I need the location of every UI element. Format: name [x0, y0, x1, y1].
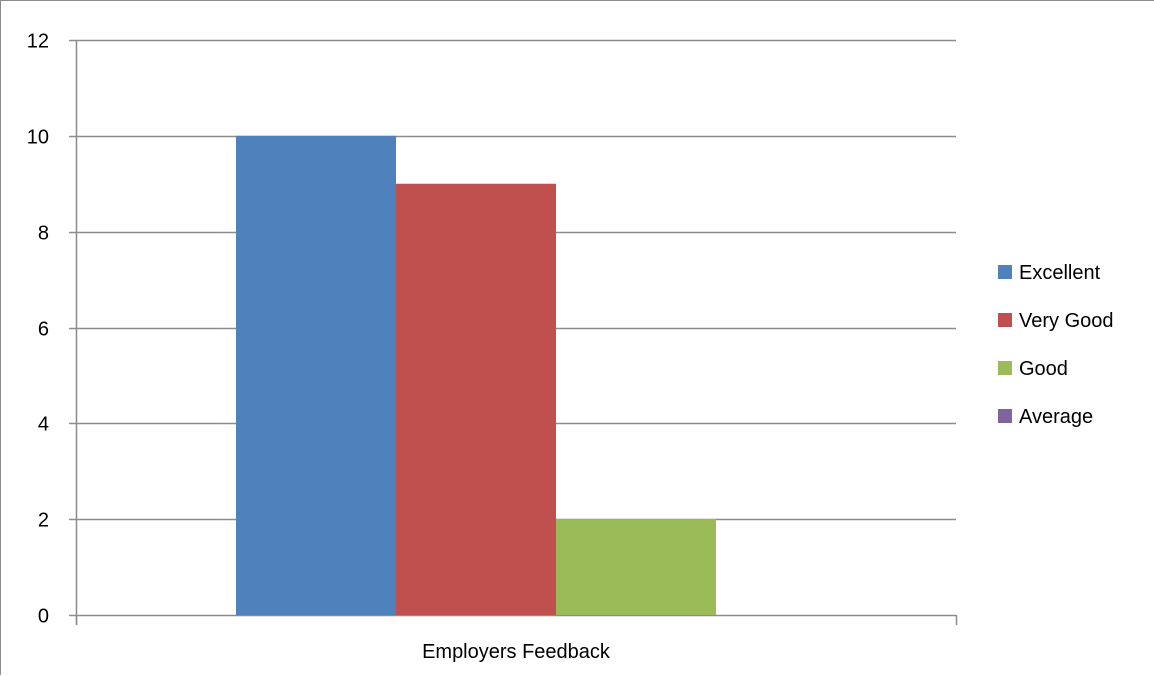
bar-excellent: [236, 135, 396, 616]
y-tick-label: 2: [38, 510, 49, 532]
axes: [69, 39, 958, 625]
bar-good: [556, 519, 716, 615]
legend: Excellent Very Good Good Average: [998, 262, 1114, 428]
legend-item-good: Good: [998, 358, 1068, 380]
y-tick-label: 8: [38, 223, 49, 245]
legend-label: Average: [1019, 406, 1093, 428]
x-axis-tick-labels: Employers Feedback: [422, 641, 611, 663]
bars: [236, 135, 716, 616]
legend-swatch: [998, 265, 1012, 279]
bar-very-good: [396, 183, 556, 615]
y-tick-label: 0: [38, 606, 49, 628]
legend-item-average: Average: [998, 406, 1093, 428]
y-axis-tick-labels: 0 2 4 6 8 10 12: [27, 31, 49, 628]
y-tick-label: 12: [27, 31, 49, 53]
y-tick-label: 4: [38, 414, 49, 436]
legend-label: Good: [1019, 358, 1068, 380]
legend-swatch: [998, 409, 1012, 423]
y-tick-label: 10: [27, 127, 49, 149]
legend-label: Very Good: [1019, 310, 1114, 332]
legend-item-excellent: Excellent: [998, 262, 1101, 284]
legend-item-very-good: Very Good: [998, 310, 1114, 332]
x-tick-label: Employers Feedback: [422, 641, 611, 663]
y-tick-label: 6: [38, 319, 49, 341]
legend-swatch: [998, 361, 1012, 375]
legend-label: Excellent: [1019, 262, 1101, 284]
legend-swatch: [998, 313, 1012, 327]
